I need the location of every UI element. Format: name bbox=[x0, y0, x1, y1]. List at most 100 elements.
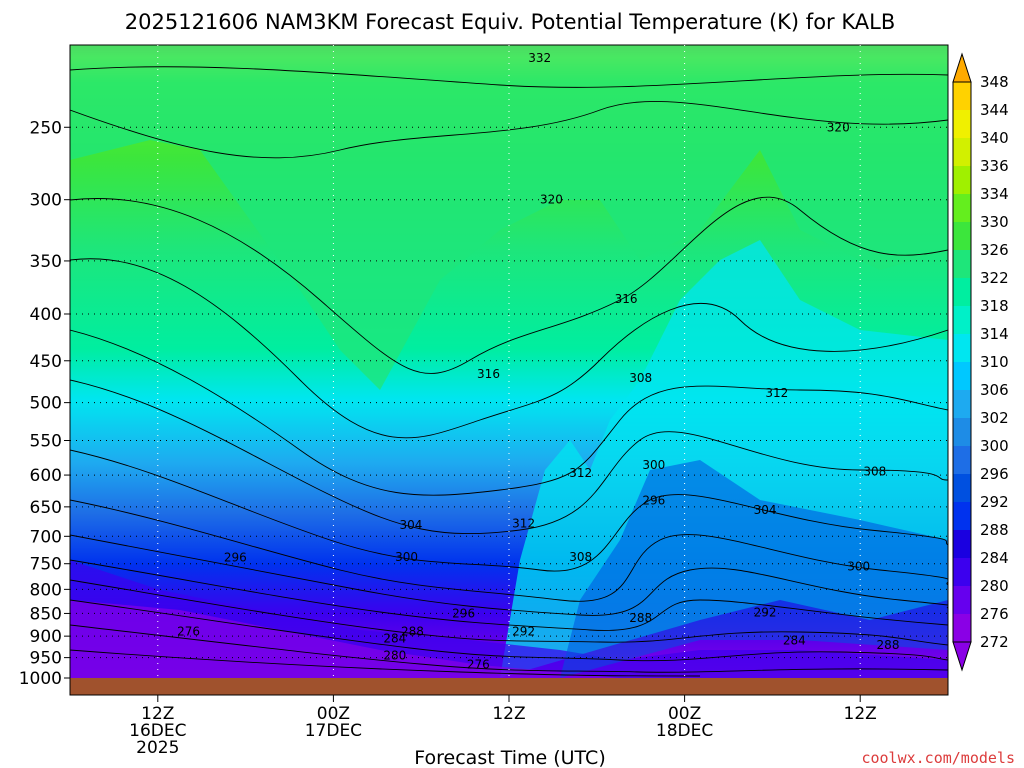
contour-labels: 332 320 320 316 316 308 312 312 300 308 296 304 304 3… bbox=[177, 51, 899, 671]
contour-label: 308 bbox=[629, 371, 652, 385]
y-tick-label: 550 bbox=[30, 431, 62, 451]
colorbar-swatch bbox=[953, 530, 971, 558]
contour-label: 276 bbox=[467, 657, 490, 671]
contour-label-text: 284 bbox=[783, 634, 806, 648]
contour-label: 304 bbox=[754, 503, 777, 517]
y-tick-label: 250 bbox=[30, 118, 62, 138]
contour-label-text: 312 bbox=[569, 466, 592, 480]
contour-label: 292 bbox=[512, 625, 535, 639]
contour-label-text: 320 bbox=[540, 193, 563, 207]
colorbar-swatch bbox=[953, 362, 971, 390]
contour-line bbox=[70, 379, 948, 534]
plot-area bbox=[70, 45, 948, 678]
colorbar-tick-label: 280 bbox=[980, 577, 1009, 595]
contour-label-text: 288 bbox=[629, 611, 652, 625]
contour-line bbox=[70, 329, 948, 496]
contour-label: 288 bbox=[629, 611, 652, 625]
colorbar-swatch bbox=[953, 306, 971, 334]
theta-e-upper-green bbox=[70, 45, 948, 390]
colorbar-tick-label: 300 bbox=[980, 437, 1009, 455]
colorbar-tick-label: 302 bbox=[980, 409, 1009, 427]
contour-label-text: 308 bbox=[569, 550, 592, 564]
colorbar: 272 276 280 284 288 292 296 300 302 306 310 314 318 3… bbox=[952, 52, 1009, 672]
credit-text: coolwx.com/models bbox=[861, 749, 1015, 767]
contour-label-text: 320 bbox=[827, 120, 850, 134]
contour-label-text: 276 bbox=[467, 657, 490, 671]
contour-label: 308 bbox=[569, 550, 592, 564]
contour-line bbox=[70, 66, 948, 88]
colorbar-tick-label: 330 bbox=[980, 213, 1009, 231]
contour-label-text: 300 bbox=[395, 550, 418, 564]
contour-label-text: 300 bbox=[847, 559, 870, 573]
colorbar-tick-label: 318 bbox=[980, 297, 1009, 315]
x-tick-label: 2025 bbox=[136, 738, 179, 758]
colorbar-tick-label: 348 bbox=[980, 73, 1009, 91]
colorbar-swatch bbox=[953, 418, 971, 446]
colorbar-swatch bbox=[953, 194, 971, 222]
colorbar-swatch bbox=[953, 390, 971, 418]
contour-label-text: 296 bbox=[642, 494, 665, 508]
y-tick-label: 350 bbox=[30, 252, 62, 272]
colorbar-tick-label: 322 bbox=[980, 269, 1009, 287]
x-tick-label: 17DEC bbox=[305, 721, 362, 741]
contour-line bbox=[70, 649, 701, 677]
contour-label-text: 280 bbox=[383, 649, 406, 663]
colorbar-tick-label: 314 bbox=[980, 325, 1009, 343]
contour-label-text: 316 bbox=[615, 292, 638, 306]
contour-label: 288 bbox=[877, 638, 900, 652]
colorbar-tick-label: 310 bbox=[980, 353, 1009, 371]
y-tick-label: 300 bbox=[30, 191, 62, 211]
x-tick-label: 00Z bbox=[317, 704, 350, 724]
colorbar-swatch bbox=[953, 446, 971, 474]
contour-label-text: 308 bbox=[863, 465, 886, 479]
colorbar-max-arrow bbox=[952, 52, 972, 83]
colorbar-tick-label: 336 bbox=[980, 157, 1009, 175]
contour-label-text: 288 bbox=[877, 638, 900, 652]
contour-line bbox=[70, 258, 948, 439]
contour-line bbox=[70, 449, 948, 572]
x-tick-label: 00Z bbox=[668, 704, 701, 724]
contour-label: 304 bbox=[400, 518, 423, 532]
colorbar-tick-label: 306 bbox=[980, 381, 1009, 399]
chart-title: 2025121606 NAM3KM Forecast Equiv. Potent… bbox=[125, 10, 895, 34]
contour-label: 288 bbox=[401, 625, 424, 639]
contour-label: 320 bbox=[827, 120, 850, 134]
colorbar-tick-label: 292 bbox=[980, 493, 1009, 511]
contour-label: 308 bbox=[863, 465, 886, 479]
contour-label: 316 bbox=[477, 367, 500, 381]
y-tick-label: 400 bbox=[30, 305, 62, 325]
colorbar-tick-label: 288 bbox=[980, 521, 1009, 539]
colorbar-swatch bbox=[953, 474, 971, 502]
y-tick-label: 650 bbox=[30, 498, 62, 518]
contour-line bbox=[70, 534, 948, 616]
contour-line bbox=[70, 196, 948, 374]
colorbar-tick-label: 334 bbox=[980, 185, 1009, 203]
colorbar-tick-label: 344 bbox=[980, 101, 1009, 119]
contour-label-text: 308 bbox=[629, 371, 652, 385]
x-tick-label: 12Z bbox=[844, 704, 877, 724]
contour-label: 300 bbox=[642, 458, 665, 472]
contour-label: 296 bbox=[452, 606, 475, 620]
colorbar-swatch bbox=[953, 502, 971, 530]
y-tick-label: 900 bbox=[30, 627, 62, 647]
contour-label-text: 284 bbox=[383, 631, 406, 645]
contour-label: 280 bbox=[383, 649, 406, 663]
y-tick-label: 850 bbox=[30, 604, 62, 624]
contour-lines bbox=[70, 66, 948, 677]
colorbar-swatch bbox=[953, 110, 971, 138]
x-tick-label: 16DEC bbox=[129, 721, 186, 741]
colorbar-frame bbox=[952, 81, 972, 643]
y-tick-label: 750 bbox=[30, 555, 62, 575]
colorbar-swatch bbox=[953, 82, 971, 110]
contour-label-text: 292 bbox=[512, 625, 535, 639]
contour-label: 312 bbox=[569, 466, 592, 480]
contour-line bbox=[70, 499, 948, 602]
y-gridlines bbox=[70, 126, 948, 659]
contour-label: 276 bbox=[177, 625, 200, 639]
colorbar-tick-label: 276 bbox=[980, 605, 1009, 623]
colorbar-swatch bbox=[953, 278, 971, 306]
x-tick-label: 12Z bbox=[492, 704, 525, 724]
contour-label: 284 bbox=[783, 634, 806, 648]
contour-label-text: 304 bbox=[754, 503, 777, 517]
